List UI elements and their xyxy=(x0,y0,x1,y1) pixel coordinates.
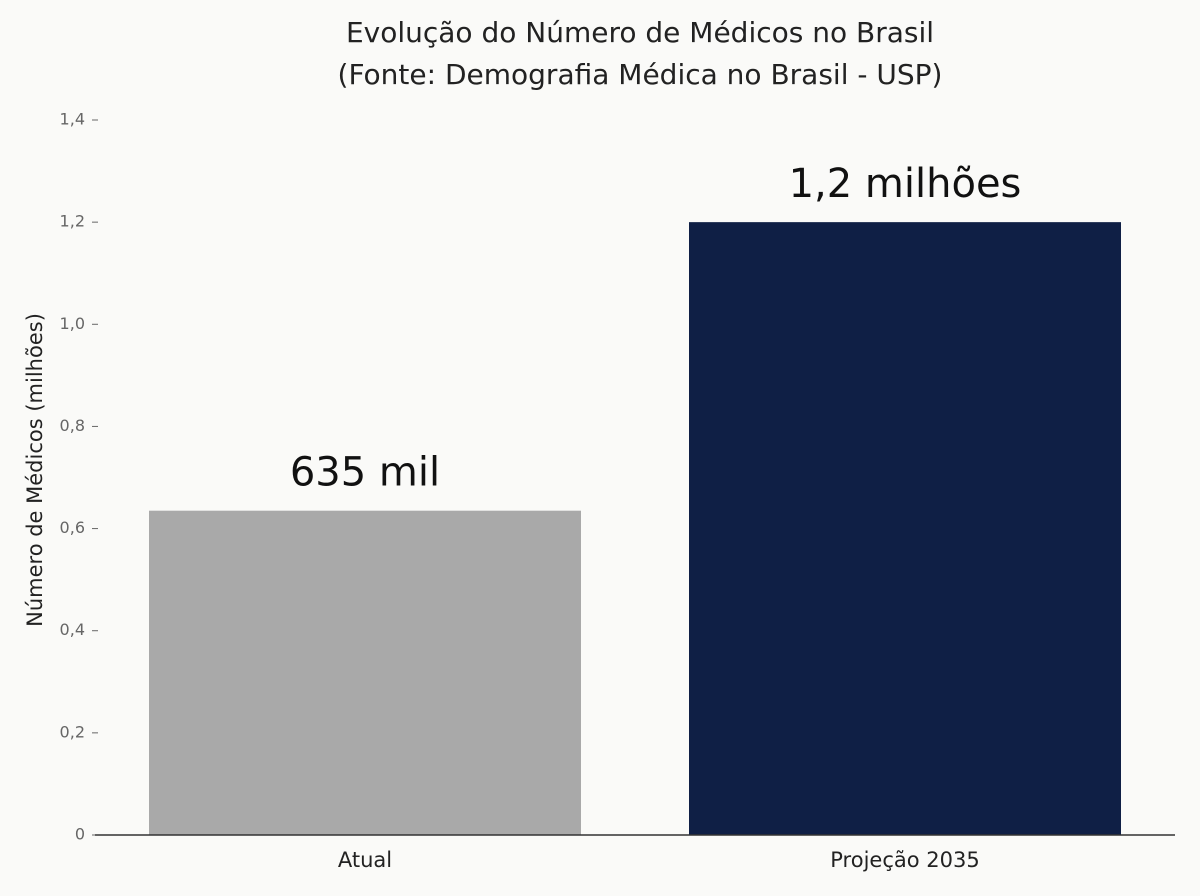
x-tick-label: Projeção 2035 xyxy=(830,848,979,872)
y-tick-label: 0,2 xyxy=(60,722,85,741)
y-tick-label: 0,6 xyxy=(60,518,85,537)
bar xyxy=(149,510,581,835)
y-tick-label: 0,8 xyxy=(60,416,85,435)
x-tick-label: Atual xyxy=(338,848,392,872)
bar xyxy=(689,222,1121,836)
y-tick-label: 1,4 xyxy=(60,110,85,129)
chart-title: Evolução do Número de Médicos no Brasil xyxy=(346,16,934,49)
y-tick-label: 1,0 xyxy=(60,314,85,333)
y-tick-label: 1,2 xyxy=(60,212,85,231)
value-label: 635 mil xyxy=(290,450,440,496)
y-tick-label: 0 xyxy=(75,825,85,844)
value-label: 1,2 milhões xyxy=(789,161,1022,207)
y-axis-label: Número de Médicos (milhões) xyxy=(23,313,47,627)
y-tick-label: 0,4 xyxy=(60,620,85,639)
chart-subtitle: (Fonte: Demografia Médica no Brasil - US… xyxy=(338,58,943,91)
